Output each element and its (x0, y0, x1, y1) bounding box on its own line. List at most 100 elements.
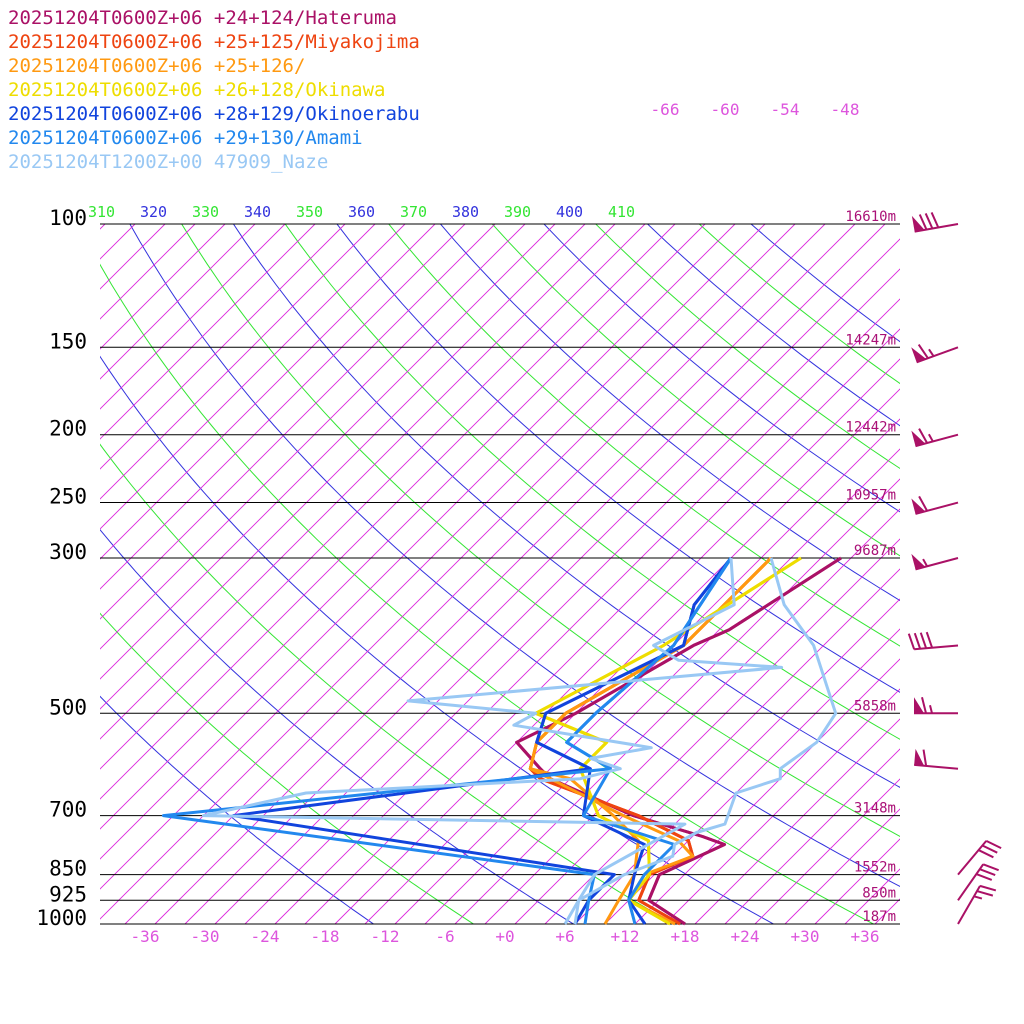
isotherm-line (244, 268, 900, 924)
pressure-label: 250 (49, 485, 87, 509)
isotherm-line (664, 688, 900, 924)
theta-label: 330 (192, 203, 219, 221)
axis-labels: 100 16610m 150 14247m 200 12442m 250 10957m 300 9… (36, 100, 896, 946)
wind-barb (957, 884, 997, 925)
height-label: 850m (862, 885, 896, 901)
isotherm-line (454, 478, 900, 924)
dry-adiabat-310 (100, 263, 875, 924)
theta-label: 390 (504, 203, 531, 221)
pressure-label: 200 (49, 417, 87, 441)
dry-adiabat-430 (698, 224, 900, 385)
isobar-lines (100, 223, 900, 925)
isotherm-line (574, 598, 900, 924)
isotherm-line (814, 838, 900, 924)
isotherm-line (100, 224, 526, 650)
dry-adiabat-320 (129, 224, 900, 888)
wind-barb (911, 495, 959, 515)
dry-adiabat-330 (181, 224, 900, 837)
isotherm-line (214, 238, 900, 924)
isotherm-line (100, 224, 646, 770)
sounding-series (161, 556, 842, 926)
isotherm-top-label: -54 (771, 100, 800, 119)
dry-adiabat-400 (543, 224, 900, 513)
height-label: 3148m (854, 801, 896, 817)
dry-adiabat-440 (750, 224, 900, 343)
isotherm-top-label: -48 (831, 100, 860, 119)
isotherm-line (100, 224, 256, 380)
series-0-temperature (515, 556, 842, 926)
pressure-label: 500 (49, 695, 87, 719)
isotherm-line (274, 298, 900, 924)
isotherm-line (394, 418, 900, 924)
dry-adiabat-300 (100, 355, 775, 924)
pressure-label: 150 (49, 329, 87, 353)
isotherm-line (100, 224, 556, 680)
isotherm-line (100, 224, 346, 470)
dry-adiabat-370 (388, 224, 900, 647)
isotherm-line (0, 224, 45, 924)
isotherm-line (514, 538, 900, 924)
dry-adiabat-340 (232, 224, 900, 788)
dry-adiabat-350 (284, 224, 900, 740)
theta-label: 340 (244, 203, 271, 221)
isotherm-line (935, 224, 1024, 924)
chart-legend: 20251204T0600Z+06 +24+124/Hateruma 202512… (8, 6, 420, 174)
pressure-label: 850 (49, 857, 87, 881)
isotherm-line (100, 224, 196, 320)
isotherm-line (154, 224, 856, 924)
series-6-temperature (573, 557, 838, 925)
height-label: 16610m (845, 209, 896, 225)
x-tick-label: +24 (731, 927, 760, 946)
x-tick-label: +12 (611, 927, 640, 946)
theta-label: 410 (608, 203, 635, 221)
theta-label: 370 (400, 203, 427, 221)
dry-adiabat-280 (100, 528, 575, 924)
series-5-dewpoint (161, 557, 733, 925)
wind-barb (907, 631, 959, 651)
theta-label: 380 (452, 203, 479, 221)
theta-label: 400 (556, 203, 583, 221)
isotherm-line (100, 224, 466, 590)
theta-label: 350 (296, 203, 323, 221)
legend-entry: 20251204T0600Z+06 +28+129/Okinoerabu (8, 103, 420, 125)
wind-barbs (907, 212, 1002, 925)
legend-entry: 20251204T1200Z+00 47909_Naze (8, 151, 329, 173)
isotherm-line (784, 808, 900, 924)
legend-entry: 20251204T0600Z+06 +25+126/ (8, 55, 306, 77)
x-tick-label: +18 (671, 927, 700, 946)
wind-barb (911, 428, 959, 448)
x-tick-label: -30 (191, 927, 220, 946)
theta-label: 360 (348, 203, 375, 221)
dry-adiabat-lines (100, 224, 900, 924)
pressure-label: 100 (49, 206, 87, 230)
legend-entry: 20251204T0600Z+06 +26+128/Okinawa (8, 79, 386, 101)
height-label: 187m (862, 909, 896, 925)
isotherm-line (100, 224, 226, 350)
series-3-dewpoint (534, 556, 802, 926)
isotherm-top-label: -66 (651, 100, 680, 119)
isotherm-line (844, 868, 900, 924)
isotherm-line (634, 658, 900, 924)
isotherm-line (905, 224, 1024, 924)
wind-barb (914, 697, 958, 715)
pressure-label: 1000 (36, 906, 87, 930)
pressure-label: 700 (49, 798, 87, 822)
height-label: 14247m (845, 332, 896, 348)
wind-barb (957, 863, 999, 901)
legend-entry: 20251204T0600Z+06 +25+125/Miyakojima (8, 31, 420, 53)
x-tick-label: +30 (791, 927, 820, 946)
height-label: 1552m (854, 860, 896, 876)
isotherm-line (724, 748, 900, 924)
series-0-dewpoint (515, 556, 842, 926)
isotherm-line (424, 448, 900, 924)
height-label: 5858m (854, 698, 896, 714)
x-tick-label: -36 (131, 927, 160, 946)
isotherm-line (100, 224, 376, 500)
isotherm-line (100, 224, 436, 560)
isotherm-line (364, 388, 900, 924)
isotherm-line (304, 328, 900, 924)
isotherm-line (184, 224, 886, 924)
dry-adiabat-390 (491, 224, 900, 557)
isotherm-line (754, 778, 900, 924)
isotherm-line (100, 224, 676, 800)
